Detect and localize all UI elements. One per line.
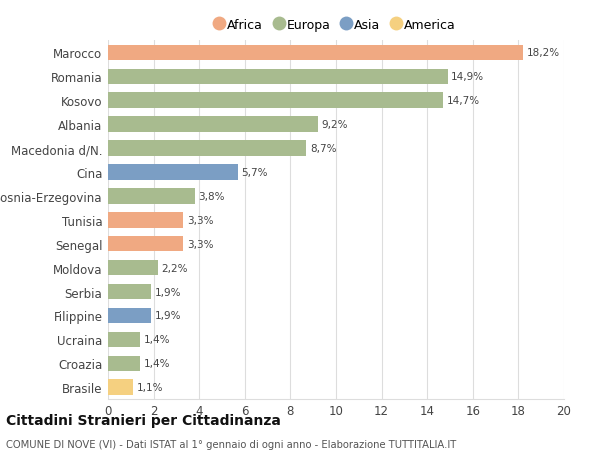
Text: 14,9%: 14,9%	[451, 72, 484, 82]
Bar	[108, 260, 158, 276]
Bar	[108, 213, 183, 228]
Legend: Africa, Europa, Asia, America: Africa, Europa, Asia, America	[216, 18, 456, 32]
Bar	[108, 308, 151, 324]
Text: 1,1%: 1,1%	[137, 382, 163, 392]
Text: 1,9%: 1,9%	[155, 311, 181, 321]
Bar	[108, 69, 448, 85]
Bar	[108, 189, 194, 204]
Bar	[108, 236, 183, 252]
Text: 1,4%: 1,4%	[143, 335, 170, 345]
Bar	[108, 284, 151, 300]
Bar	[108, 332, 140, 347]
Text: COMUNE DI NOVE (VI) - Dati ISTAT al 1° gennaio di ogni anno - Elaborazione TUTTI: COMUNE DI NOVE (VI) - Dati ISTAT al 1° g…	[6, 440, 456, 449]
Text: 18,2%: 18,2%	[526, 48, 560, 58]
Text: 3,3%: 3,3%	[187, 239, 213, 249]
Text: 1,4%: 1,4%	[143, 358, 170, 369]
Bar	[108, 380, 133, 395]
Bar	[108, 356, 140, 371]
Text: 14,7%: 14,7%	[446, 96, 480, 106]
Text: 9,2%: 9,2%	[321, 120, 347, 130]
Bar	[108, 117, 318, 133]
Text: 3,8%: 3,8%	[198, 191, 224, 202]
Text: 2,2%: 2,2%	[161, 263, 188, 273]
Text: 5,7%: 5,7%	[241, 168, 268, 178]
Bar	[108, 45, 523, 61]
Text: 3,3%: 3,3%	[187, 215, 213, 225]
Bar	[108, 93, 443, 109]
Text: Cittadini Stranieri per Cittadinanza: Cittadini Stranieri per Cittadinanza	[6, 414, 281, 428]
Text: 1,9%: 1,9%	[155, 287, 181, 297]
Bar	[108, 165, 238, 180]
Text: 8,7%: 8,7%	[310, 144, 336, 154]
Bar	[108, 141, 307, 157]
